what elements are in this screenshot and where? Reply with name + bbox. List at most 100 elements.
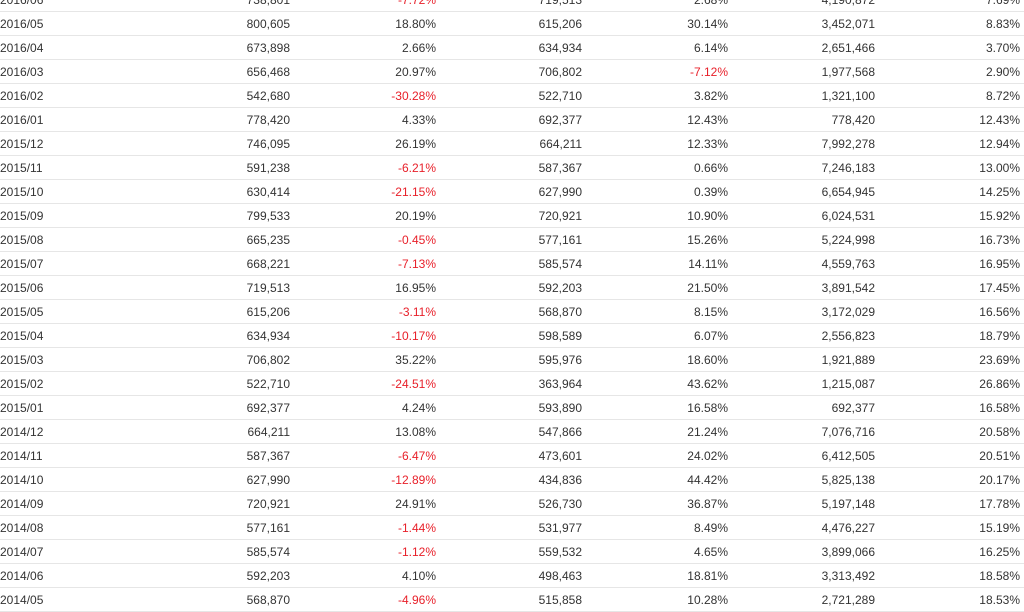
- table-row: 2015/06 719,513 16.95% 592,203 21.50% 3,891,5…: [0, 275, 1024, 300]
- change-a-cell: -0.45%: [290, 227, 436, 252]
- cumulative-cell: 1,977,568: [728, 59, 875, 84]
- change-a-cell: -1.12%: [290, 539, 436, 564]
- value-b-cell: 706,802: [436, 59, 582, 84]
- month-label: 2015/07: [0, 256, 44, 271]
- value-b-cell: 627,990: [436, 179, 582, 204]
- month-cell: 2014/07: [0, 539, 95, 564]
- value-b-cell: 598,589: [436, 323, 582, 348]
- change-a-cell: -21.15%: [290, 179, 436, 204]
- month-cell: 2015/11: [0, 155, 95, 180]
- cumulative-cell: 6,024,531: [728, 203, 875, 228]
- month-label: 2014/08: [0, 520, 44, 535]
- table-row: 2014/12 664,211 13.08% 547,866 21.24% 7,076,7…: [0, 419, 1024, 444]
- cumulative-change-cell: 7.69%: [875, 0, 1024, 12]
- value-a-cell: 627,990: [95, 467, 290, 492]
- cumulative-cell: 1,921,889: [728, 347, 875, 372]
- value-a-cell: 542,680: [95, 83, 290, 108]
- value-a-cell: 664,211: [95, 419, 290, 444]
- table-row: 2015/09 799,533 20.19% 720,921 10.90% 6,024,5…: [0, 203, 1024, 228]
- change-a-cell: 2.66%: [290, 35, 436, 60]
- change-b-cell: 18.81%: [582, 563, 728, 588]
- table-row: 2014/10 627,990 -12.89% 434,836 44.42% 5,825,…: [0, 467, 1024, 492]
- value-b-cell: 363,964: [436, 371, 582, 396]
- month-label: 2015/06: [0, 280, 44, 295]
- table-row: 2015/03 706,802 35.22% 595,976 18.60% 1,921,8…: [0, 347, 1024, 372]
- table-row: 2016/01 778,420 4.33% 692,377 12.43% 778,420 1…: [0, 107, 1024, 132]
- change-b-cell: 0.66%: [582, 155, 728, 180]
- cumulative-change-cell: 26.86%: [875, 371, 1024, 396]
- table-row: 2015/10 630,414 -21.15% 627,990 0.39% 6,654,9…: [0, 179, 1024, 204]
- cumulative-cell: 6,412,505: [728, 443, 875, 468]
- value-b-cell: 547,866: [436, 419, 582, 444]
- table-row: 2015/12 746,095 26.19% 664,211 12.33% 7,992,2…: [0, 131, 1024, 156]
- month-cell: 2015/04: [0, 323, 95, 348]
- value-b-cell: 720,921: [436, 203, 582, 228]
- month-label: 2016/02: [0, 88, 44, 103]
- change-a-cell: 24.91%: [290, 491, 436, 516]
- cumulative-cell: 3,891,542: [728, 275, 875, 300]
- month-label: 2015/10: [0, 184, 44, 199]
- month-cell: 2015/03: [0, 347, 95, 372]
- cumulative-change-cell: 20.58%: [875, 419, 1024, 444]
- month-cell: 2015/02: [0, 371, 95, 396]
- value-a-cell: 720,921: [95, 491, 290, 516]
- change-b-cell: 10.90%: [582, 203, 728, 228]
- change-b-cell: 36.87%: [582, 491, 728, 516]
- table-row: 2014/05 568,870 -4.96% 515,858 10.28% 2,721,2…: [0, 587, 1024, 612]
- value-b-cell: 595,976: [436, 347, 582, 372]
- change-a-cell: -7.13%: [290, 251, 436, 276]
- month-cell: 2016/01: [0, 107, 95, 132]
- change-a-cell: -24.51%: [290, 371, 436, 396]
- cumulative-cell: 4,476,227: [728, 515, 875, 540]
- change-b-cell: -7.12%: [582, 59, 728, 84]
- cumulative-cell: 7,992,278: [728, 131, 875, 156]
- month-label: 2015/12: [0, 136, 44, 151]
- value-a-cell: 799,533: [95, 203, 290, 228]
- change-a-cell: -4.96%: [290, 587, 436, 612]
- cumulative-change-cell: 3.70%: [875, 35, 1024, 60]
- value-b-cell: 664,211: [436, 131, 582, 156]
- change-b-cell: 21.50%: [582, 275, 728, 300]
- cumulative-change-cell: 2.90%: [875, 59, 1024, 84]
- cumulative-cell: 7,076,716: [728, 419, 875, 444]
- change-a-cell: 4.10%: [290, 563, 436, 588]
- cumulative-cell: 3,452,071: [728, 11, 875, 36]
- cumulative-cell: 2,651,466: [728, 35, 875, 60]
- month-label: 2014/07: [0, 544, 44, 559]
- table-row: 2016/06 738,801-7.72%719,5132.68%4,190,87…: [0, 0, 1024, 12]
- cumulative-change-cell: 16.25%: [875, 539, 1024, 564]
- value-b-cell: 585,574: [436, 251, 582, 276]
- month-label: 2016/03: [0, 64, 44, 79]
- cumulative-cell: 4,559,763: [728, 251, 875, 276]
- change-b-cell: 6.14%: [582, 35, 728, 60]
- table-row: 2016/04 673,898 2.66% 634,934 6.14% 2,651,466…: [0, 35, 1024, 60]
- month-label: 2016/06: [0, 0, 52, 7]
- cumulative-change-cell: 17.78%: [875, 491, 1024, 516]
- value-a-cell: 656,468: [95, 59, 290, 84]
- month-label: 2015/05: [0, 304, 44, 319]
- table-row: 2015/08 665,235 -0.45% 577,161 15.26% 5,224,9…: [0, 227, 1024, 252]
- cumulative-change-cell: 23.69%: [875, 347, 1024, 372]
- change-b-cell: 12.33%: [582, 131, 728, 156]
- cumulative-cell: 3,313,492: [728, 563, 875, 588]
- value-b-cell: 434,836: [436, 467, 582, 492]
- change-b-cell: 21.24%: [582, 419, 728, 444]
- value-b-cell: 526,730: [436, 491, 582, 516]
- month-cell: 2016/02: [0, 83, 95, 108]
- month-cell: 2014/05: [0, 587, 95, 612]
- table-row: 2015/05 615,206 -3.11% 568,870 8.15% 3,172,02…: [0, 299, 1024, 324]
- cumulative-change-cell: 8.72%: [875, 83, 1024, 108]
- change-a-cell: 16.95%: [290, 275, 436, 300]
- cumulative-cell: 778,420: [728, 107, 875, 132]
- value-a-cell: 719,513: [95, 275, 290, 300]
- month-cell: 2015/08: [0, 227, 95, 252]
- cumulative-change-cell: 13.00%: [875, 155, 1024, 180]
- change-a-cell: -6.47%: [290, 443, 436, 468]
- change-a-cell: -10.17%: [290, 323, 436, 348]
- value-a-cell: 800,605: [95, 11, 290, 36]
- change-b-cell: 8.15%: [582, 299, 728, 324]
- cumulative-change-cell: 16.58%: [875, 395, 1024, 420]
- month-cell: 2015/10: [0, 179, 95, 204]
- month-cell: 2014/09: [0, 491, 95, 516]
- value-b-cell: 568,870: [436, 299, 582, 324]
